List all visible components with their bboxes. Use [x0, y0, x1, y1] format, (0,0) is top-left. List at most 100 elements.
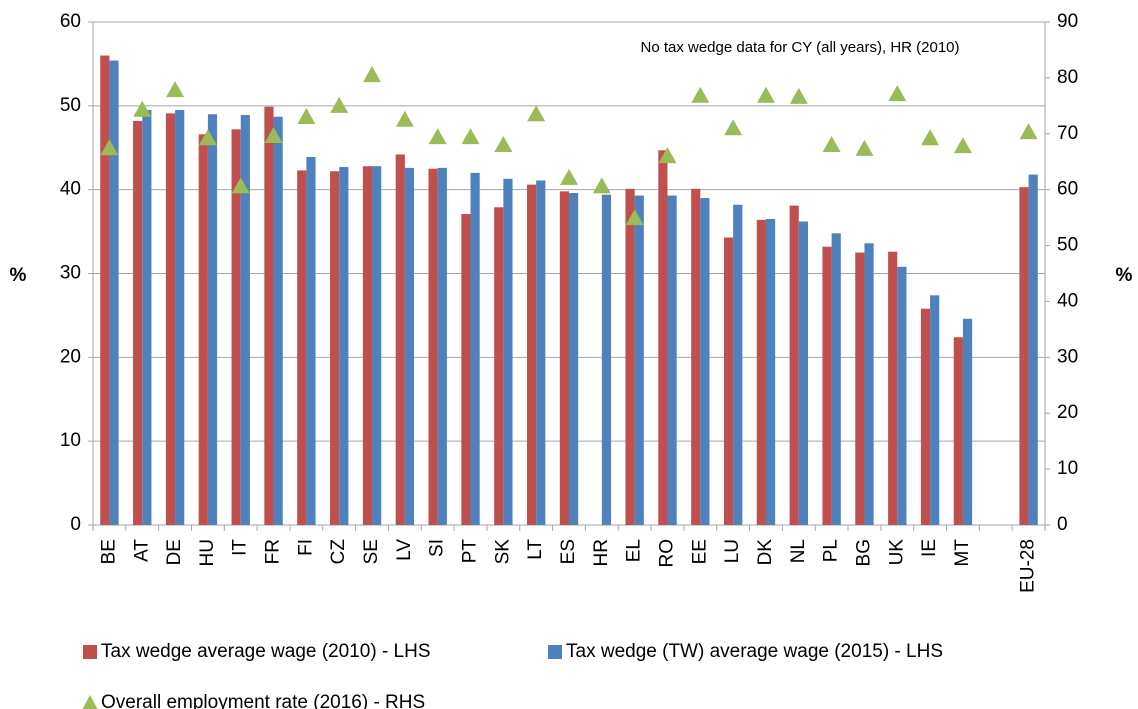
x-tick-label: EL	[624, 539, 645, 562]
marker	[428, 128, 447, 145]
annotation: No tax wedge data for CY (all years), HR…	[640, 39, 959, 56]
bar	[142, 110, 152, 526]
marker	[592, 177, 611, 194]
bar	[133, 120, 143, 525]
bar	[428, 168, 438, 526]
bar	[330, 171, 340, 525]
bar	[601, 194, 612, 526]
bar	[297, 170, 307, 525]
bar	[733, 204, 743, 526]
marker	[133, 100, 152, 117]
legend-label: Tax wedge average wage (2010) - LHS	[101, 641, 431, 662]
x-tick-label: ES	[558, 539, 579, 564]
marker	[855, 139, 874, 156]
y2-tick-label: 20	[1057, 402, 1078, 423]
x-tick-label: LU	[722, 539, 743, 563]
marker	[494, 135, 513, 152]
x-tick-label: PT	[460, 539, 481, 564]
x-tick-label: MT	[952, 539, 973, 567]
bar	[526, 184, 537, 526]
x-tick-label: FI	[295, 539, 316, 556]
bar	[756, 219, 766, 525]
bar	[175, 110, 185, 526]
bar	[765, 219, 776, 525]
y2-tick-label: 40	[1057, 290, 1078, 311]
legend-swatch	[82, 695, 98, 709]
y-tick-label: 10	[60, 430, 81, 451]
x-tick-label: IE	[919, 539, 940, 557]
bar	[109, 60, 119, 526]
x-tick-label: CZ	[328, 539, 349, 565]
bar	[864, 243, 874, 525]
marker	[953, 137, 972, 154]
marker	[100, 139, 119, 156]
x-tick-label: DK	[755, 539, 776, 566]
bar	[658, 150, 668, 525]
bar	[822, 246, 832, 525]
bar	[723, 237, 734, 525]
bar	[691, 188, 701, 525]
y-tick-label: 60	[60, 11, 81, 32]
bar	[339, 167, 349, 525]
marker	[363, 66, 382, 83]
marker	[691, 86, 710, 103]
bar	[306, 156, 316, 525]
y-tick-label: 40	[60, 179, 81, 200]
y2-tick-label: 70	[1057, 123, 1078, 144]
legend-label: Overall employment rate (2016) - RHS	[101, 692, 425, 709]
bar	[536, 180, 546, 525]
marker	[231, 177, 250, 194]
y-axis-label: %	[10, 265, 27, 286]
bar	[165, 113, 176, 526]
y2-axis-label: %	[1116, 265, 1133, 286]
marker	[921, 129, 940, 146]
y-tick-label: 50	[60, 95, 81, 116]
marker	[658, 147, 677, 164]
bar	[559, 191, 569, 526]
x-tick-label: HR	[591, 539, 612, 566]
bar	[503, 178, 513, 526]
marker	[1019, 123, 1038, 140]
bar	[667, 195, 677, 525]
bar	[461, 213, 471, 525]
marker	[756, 86, 775, 103]
bar	[700, 198, 710, 526]
y-tick-label: 30	[60, 263, 81, 284]
bar	[240, 115, 250, 526]
y2-tick-label: 80	[1057, 67, 1078, 88]
marker	[330, 96, 349, 113]
bar	[831, 233, 841, 525]
bar	[888, 251, 898, 525]
y2-tick-label: 50	[1057, 235, 1078, 256]
bar	[470, 172, 480, 525]
bar	[198, 134, 208, 525]
bar	[404, 167, 415, 525]
bar	[569, 193, 579, 525]
x-tick-label: IT	[230, 539, 251, 556]
marker	[822, 135, 841, 152]
marker	[625, 209, 644, 226]
y-tick-label: 0	[70, 514, 81, 535]
bar	[625, 188, 635, 525]
x-tick-label: BG	[853, 539, 874, 566]
x-tick-label: EE	[689, 539, 710, 564]
y2-tick-label: 10	[1057, 458, 1078, 479]
bar	[789, 205, 799, 525]
bar	[494, 207, 504, 525]
marker	[166, 81, 185, 98]
marker	[888, 85, 907, 102]
bar	[897, 266, 907, 525]
x-tick-label: PL	[821, 539, 842, 562]
bar	[362, 166, 373, 525]
bar	[395, 154, 405, 525]
x-tick-label: SE	[361, 539, 382, 564]
marker	[297, 108, 316, 125]
x-tick-label: SI	[427, 539, 448, 557]
x-tick-label: BE	[98, 539, 119, 564]
legend-swatch	[548, 645, 562, 659]
y2-tick-label: 60	[1057, 179, 1078, 200]
bar	[264, 106, 274, 526]
marker	[395, 110, 414, 127]
bar	[953, 337, 963, 525]
bar	[962, 318, 973, 525]
